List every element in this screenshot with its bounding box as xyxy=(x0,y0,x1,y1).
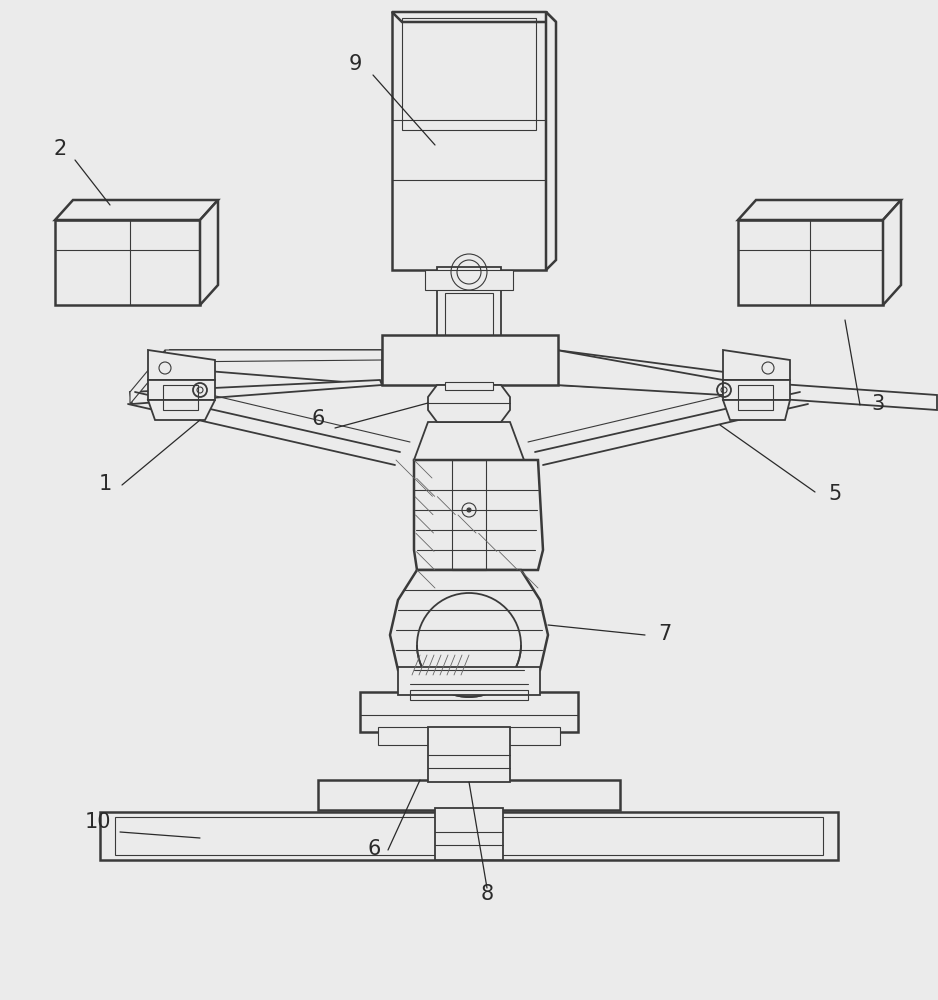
Bar xyxy=(738,385,773,410)
Polygon shape xyxy=(883,200,901,305)
Text: 6: 6 xyxy=(311,409,325,429)
Bar xyxy=(100,812,838,860)
Polygon shape xyxy=(55,200,218,220)
Bar xyxy=(428,727,510,782)
Bar xyxy=(437,267,501,380)
Circle shape xyxy=(467,508,471,512)
Polygon shape xyxy=(170,350,382,385)
Polygon shape xyxy=(546,12,556,270)
Text: 10: 10 xyxy=(84,812,112,832)
Polygon shape xyxy=(390,570,548,670)
Bar xyxy=(115,817,823,855)
Text: 9: 9 xyxy=(348,54,362,74)
Bar xyxy=(398,667,540,695)
Bar xyxy=(378,727,560,745)
Bar xyxy=(445,293,493,378)
Bar xyxy=(435,808,503,860)
Polygon shape xyxy=(738,200,901,220)
Polygon shape xyxy=(723,350,790,380)
Polygon shape xyxy=(130,380,382,404)
Text: 5: 5 xyxy=(828,484,841,504)
Bar xyxy=(163,385,198,410)
Polygon shape xyxy=(723,380,937,410)
Polygon shape xyxy=(130,350,165,404)
Text: 6: 6 xyxy=(368,839,381,859)
Polygon shape xyxy=(148,380,215,400)
Polygon shape xyxy=(414,422,524,460)
Polygon shape xyxy=(392,12,556,22)
Polygon shape xyxy=(556,350,770,395)
Bar xyxy=(445,382,493,390)
Polygon shape xyxy=(148,400,215,420)
Polygon shape xyxy=(556,350,723,395)
Polygon shape xyxy=(414,460,543,570)
Text: 1: 1 xyxy=(98,474,112,494)
Text: 7: 7 xyxy=(658,624,672,644)
Bar xyxy=(382,335,558,385)
Polygon shape xyxy=(428,385,510,422)
Polygon shape xyxy=(723,400,790,420)
Bar xyxy=(392,12,546,270)
Text: 2: 2 xyxy=(53,139,67,159)
Polygon shape xyxy=(738,220,883,305)
Polygon shape xyxy=(200,200,218,305)
Text: 3: 3 xyxy=(871,394,885,414)
Polygon shape xyxy=(723,380,790,400)
Bar xyxy=(402,18,536,130)
Bar xyxy=(425,270,513,290)
Bar xyxy=(318,780,620,810)
Polygon shape xyxy=(165,350,382,362)
Bar xyxy=(360,692,578,732)
Bar xyxy=(452,460,486,570)
Text: 8: 8 xyxy=(480,884,493,904)
Bar xyxy=(410,690,528,700)
Polygon shape xyxy=(55,220,200,305)
Polygon shape xyxy=(148,350,215,380)
